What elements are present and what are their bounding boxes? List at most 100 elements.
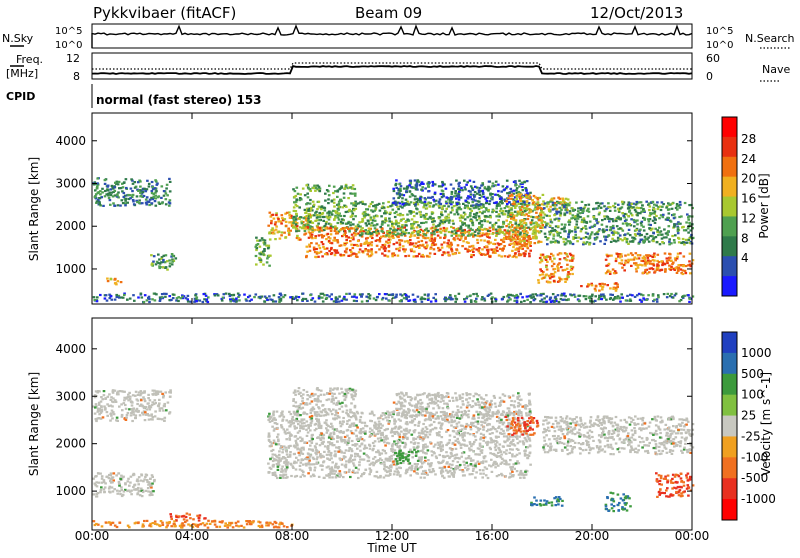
scatter-cell xyxy=(99,193,102,195)
scatter-cell xyxy=(580,228,583,230)
scatter-cell xyxy=(168,259,171,261)
scatter-cell xyxy=(644,236,647,238)
scatter-cell xyxy=(292,222,295,224)
scatter-cell xyxy=(464,218,467,220)
scatter-cell xyxy=(661,241,664,243)
scatter-cell xyxy=(307,224,310,226)
scatter-cell xyxy=(306,251,309,253)
scatter-cell xyxy=(668,225,671,227)
scatter-cell xyxy=(120,281,123,283)
scatter-cell xyxy=(506,203,509,205)
scatter-cell xyxy=(267,247,270,249)
scatter-cell xyxy=(673,217,676,219)
scatter-cell xyxy=(370,203,373,205)
scatter-cell xyxy=(470,185,473,187)
scatter-cell xyxy=(631,203,634,205)
scatter-cell xyxy=(398,225,401,227)
scatter-cell xyxy=(474,200,477,202)
scatter-cell xyxy=(117,280,120,282)
scatter-cell xyxy=(570,294,573,296)
y-tick-label: 2000 xyxy=(55,219,86,233)
nsky-trace xyxy=(92,26,692,48)
scatter-cell xyxy=(133,203,136,205)
scatter-cell xyxy=(600,298,603,300)
scatter-cell xyxy=(510,198,513,200)
scatter-cell xyxy=(525,250,528,252)
scatter-cell xyxy=(94,406,97,408)
scatter-cell xyxy=(322,243,325,245)
colorbar-tick-label: 8 xyxy=(741,231,749,245)
scatter-cell xyxy=(515,189,518,191)
scatter-cell xyxy=(677,230,680,232)
scatter-cell xyxy=(165,409,168,411)
scatter-cell xyxy=(411,232,414,234)
scatter-cell xyxy=(185,297,188,299)
scatter-cell xyxy=(394,296,397,298)
scatter-cell xyxy=(334,190,337,192)
scatter-cell xyxy=(585,221,588,223)
scatter-cell xyxy=(517,250,520,252)
scatter-cell xyxy=(399,293,402,295)
scatter-cell xyxy=(615,232,618,234)
scatter-cell xyxy=(104,297,107,299)
scatter-cell xyxy=(143,188,146,190)
scatter-cell xyxy=(425,221,428,223)
scatter-cell xyxy=(312,201,315,203)
scatter-cell xyxy=(334,254,337,256)
scatter-cell xyxy=(477,232,480,234)
scatter-cell xyxy=(371,253,374,255)
scatter-cell xyxy=(324,209,327,211)
scatter-cell xyxy=(468,246,471,248)
scatter-cell xyxy=(677,270,680,272)
scatter-cell xyxy=(312,297,315,299)
scatter-cell xyxy=(490,459,493,461)
scatter-cell xyxy=(565,242,568,244)
scatter-cell xyxy=(593,243,596,245)
scatter-cell xyxy=(154,399,157,401)
scatter-cell xyxy=(671,208,674,210)
scatter-cell xyxy=(373,231,376,233)
scatter-cell xyxy=(338,296,341,298)
scatter-cell xyxy=(609,210,612,212)
scatter-cell xyxy=(334,228,337,230)
scatter-cell xyxy=(491,432,494,434)
scatter-cell xyxy=(668,238,671,240)
scatter-cell xyxy=(682,273,685,275)
scatter-cell xyxy=(456,203,459,205)
scatter-cell xyxy=(340,199,343,201)
scatter-cell xyxy=(604,238,607,240)
scatter-cell xyxy=(125,198,128,200)
scatter-cell xyxy=(627,223,630,225)
scatter-cell xyxy=(649,235,652,237)
scatter-cell xyxy=(368,242,371,244)
scatter-cell xyxy=(676,256,679,258)
scatter-cell xyxy=(518,196,521,198)
scatter-cell xyxy=(501,249,504,251)
scatter-cell xyxy=(355,228,358,230)
scatter-cell xyxy=(513,300,516,302)
scatter-cell xyxy=(646,233,649,235)
scatter-cell xyxy=(579,212,582,214)
scatter-cell xyxy=(592,216,595,218)
scatter-cell xyxy=(360,296,363,298)
scatter-cell xyxy=(402,218,405,220)
scatter-cell xyxy=(645,254,648,256)
scatter-cell xyxy=(143,392,146,394)
scatter-cell xyxy=(298,296,301,298)
scatter-cell xyxy=(400,185,403,187)
scatter-cell xyxy=(473,213,476,215)
scatter-cell xyxy=(507,232,510,234)
scatter-cell xyxy=(97,492,100,494)
scatter-cell xyxy=(637,254,640,256)
scatter-cell xyxy=(121,495,124,497)
scatter-cell xyxy=(642,240,645,242)
scatter-cell xyxy=(421,301,424,303)
scatter-cell xyxy=(484,254,487,256)
scatter-cell xyxy=(606,284,609,286)
scatter-cell xyxy=(588,211,591,213)
scatter-cell xyxy=(457,213,460,215)
scatter-cell xyxy=(352,213,355,215)
scatter-cell xyxy=(393,243,396,245)
scatter-cell xyxy=(450,242,453,244)
scatter-cell xyxy=(323,207,326,209)
